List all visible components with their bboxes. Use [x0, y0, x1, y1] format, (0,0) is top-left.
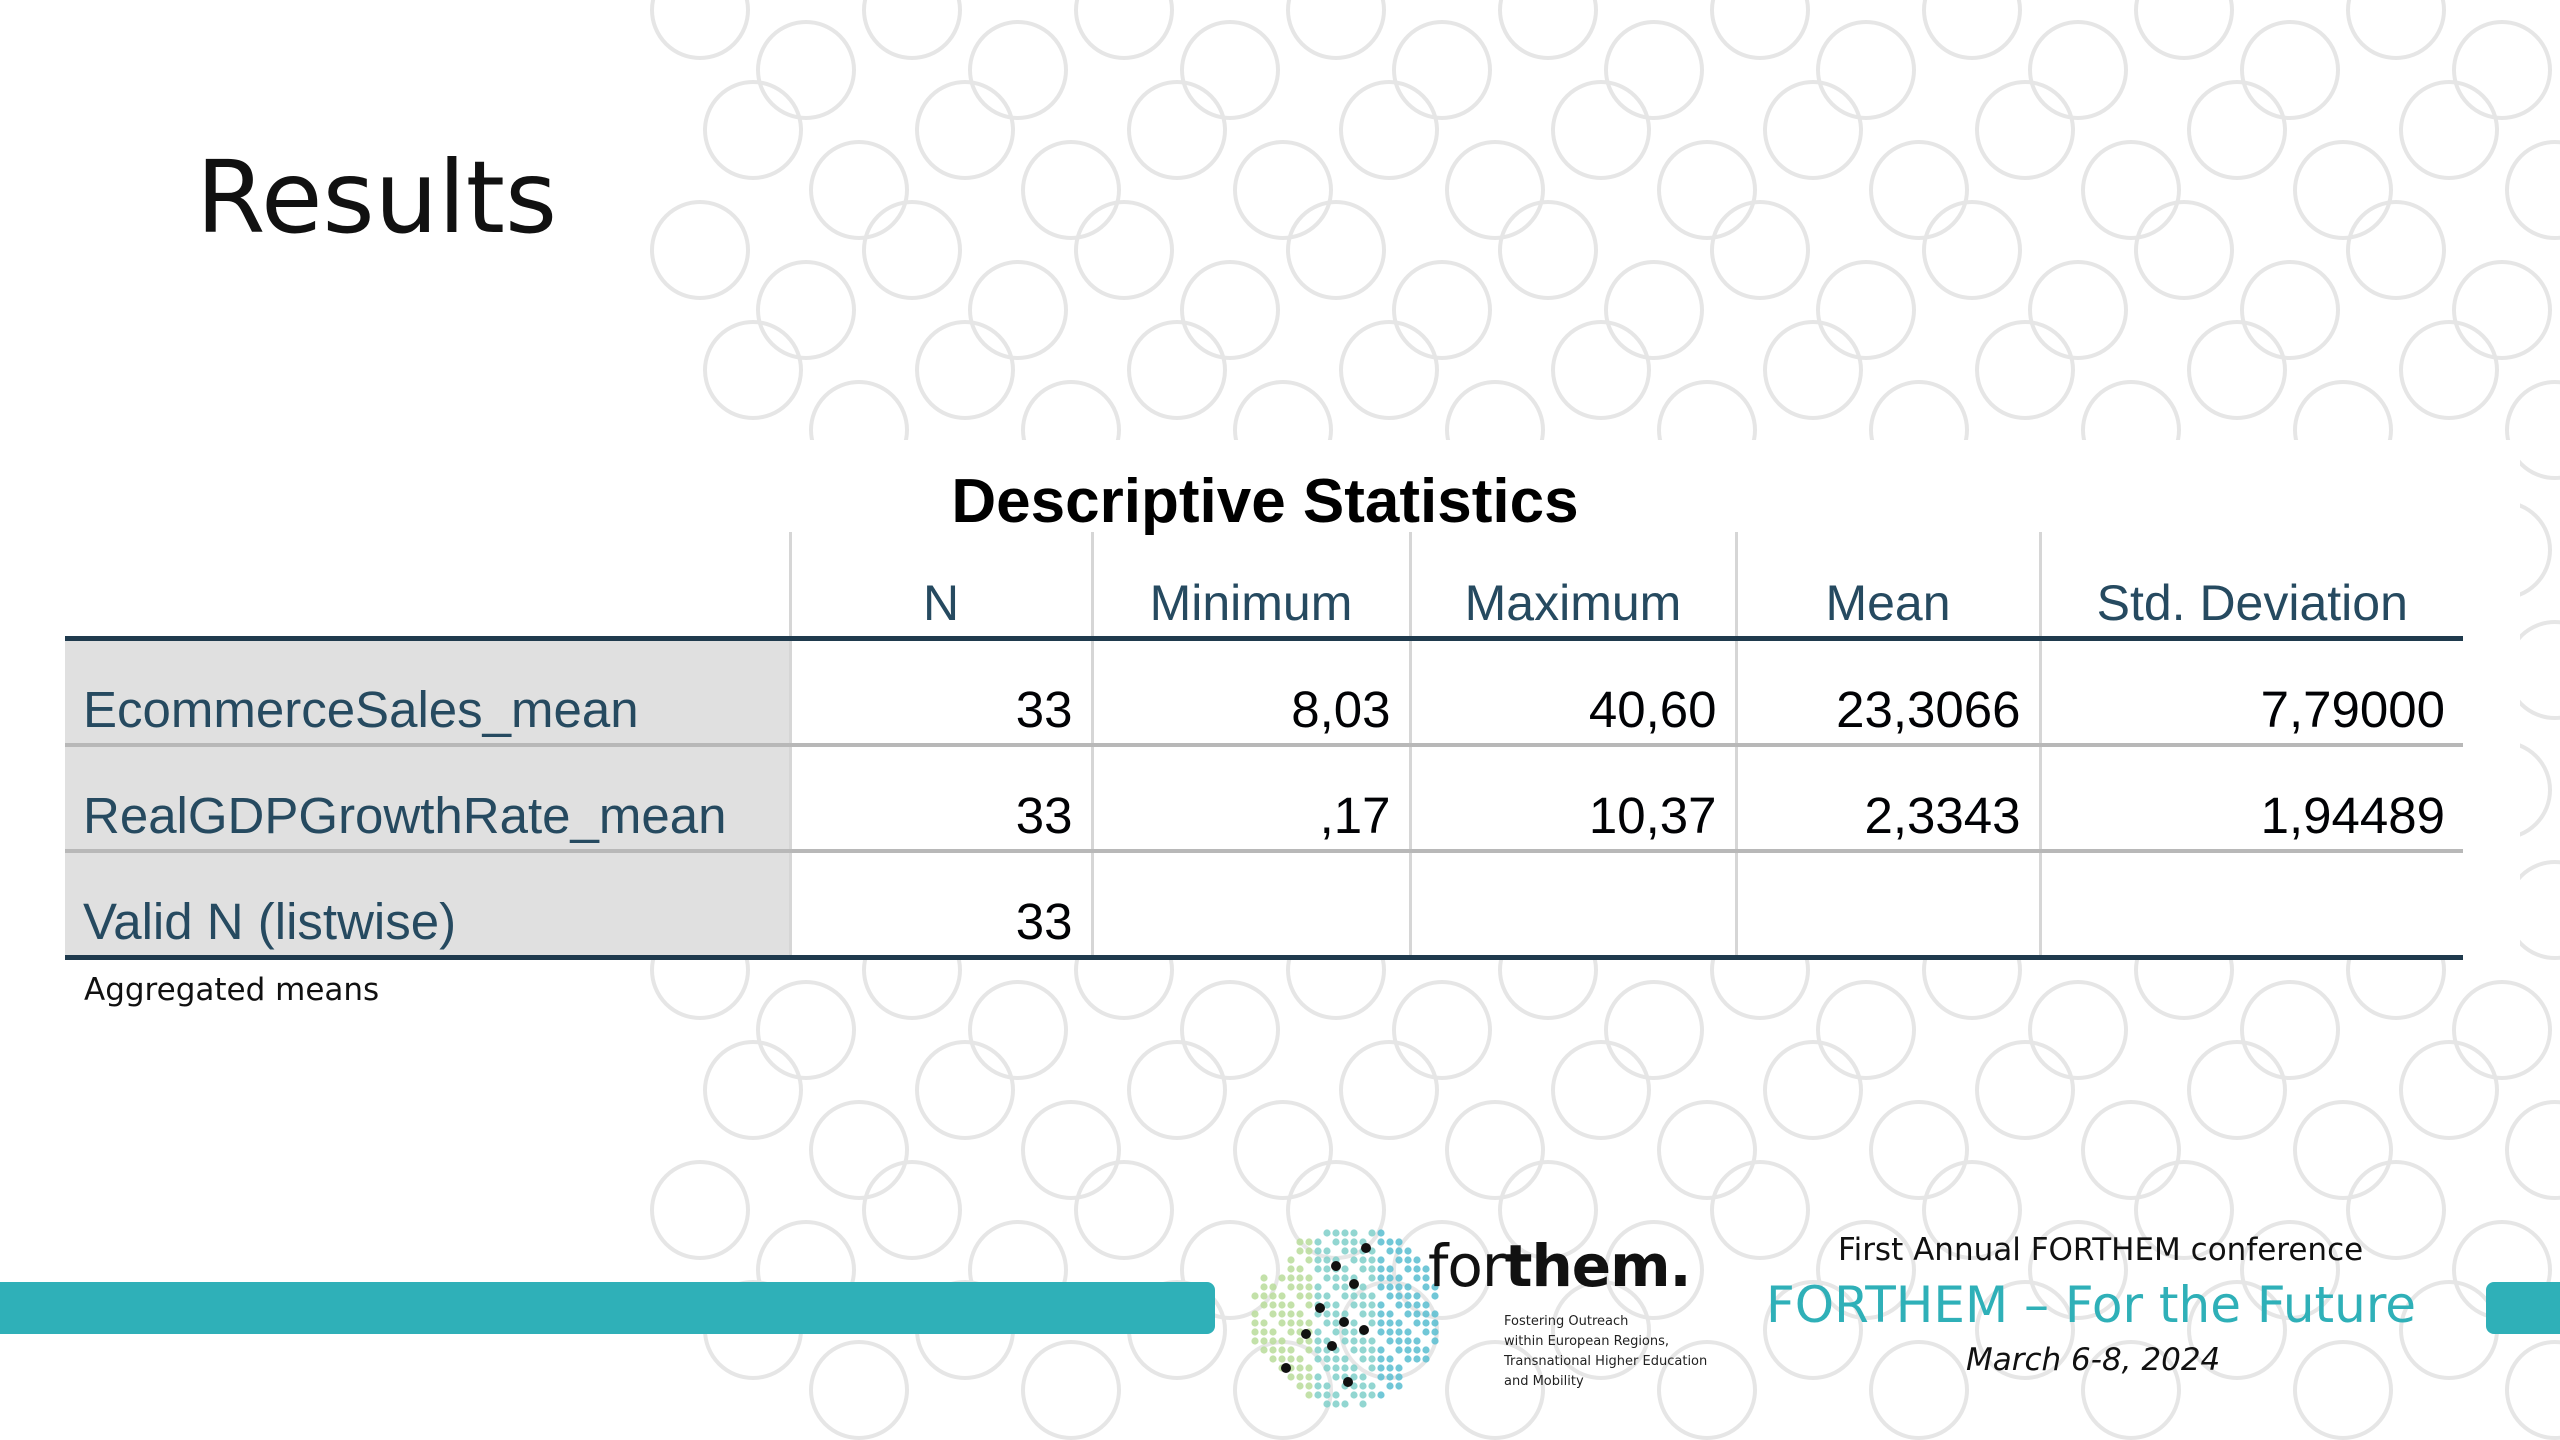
logo-tagline-line: Fostering Outreach [1504, 1314, 1629, 1329]
conference-name: First Annual FORTHEM conference [1838, 1232, 2364, 1268]
logo-tagline-line: Transnational Higher Education [1504, 1354, 1708, 1369]
table-footnote: Aggregated means [84, 972, 380, 1008]
row-label: RealGDPGrowthRate_mean [65, 745, 790, 853]
column-header-minimum: Minimum [1090, 532, 1410, 641]
column-header-n: N [788, 532, 1092, 641]
table-cell [2038, 851, 2463, 960]
logo-tagline-line: within European Regions, [1504, 1334, 1670, 1349]
table-cell: 33 [788, 638, 1092, 747]
slide-title: Results [196, 139, 558, 256]
column-header-blank [65, 532, 790, 641]
column-header-std-deviation: Std. Deviation [2038, 532, 2463, 641]
table-cell [1090, 851, 1410, 960]
table-cell: 1,94489 [2038, 745, 2463, 853]
column-header-maximum: Maximum [1408, 532, 1736, 641]
table-cell: 23,3066 [1734, 638, 2040, 747]
table-cell: 40,60 [1408, 638, 1736, 747]
footer-accent-bar-left [0, 1282, 1215, 1334]
column-header-mean: Mean [1734, 532, 2040, 641]
logo-tagline-line: and Mobility [1504, 1374, 1584, 1389]
row-label: Valid N (listwise) [65, 851, 790, 960]
table-cell [1408, 851, 1736, 960]
table-title: Descriptive Statistics [951, 467, 1579, 536]
europe-dot-map-logo [1251, 1229, 1439, 1408]
logo-word-bold: them. [1504, 1232, 1692, 1300]
table-cell: 10,37 [1408, 745, 1736, 853]
table-cell: 33 [788, 851, 1092, 960]
forthem-logo-wordmark: forthem. [1428, 1232, 1692, 1300]
descriptive-statistics-table: N Minimum Maximum Mean Std. Deviation Ec… [65, 532, 2463, 960]
table-cell: 2,3343 [1734, 745, 2040, 853]
table-row: Valid N (listwise) 33 [65, 851, 2463, 960]
table-cell: ,17 [1090, 745, 1410, 853]
table-cell: 7,79000 [2038, 638, 2463, 747]
logo-word-light: for [1428, 1232, 1506, 1300]
table-header-row: N Minimum Maximum Mean Std. Deviation [65, 532, 2463, 641]
table-row: RealGDPGrowthRate_mean 33 ,17 10,37 2,33… [65, 745, 2463, 853]
conference-dates: March 6-8, 2024 [1966, 1342, 2221, 1378]
table-cell [1734, 851, 2040, 960]
table-row: EcommerceSales_mean 33 8,03 40,60 23,306… [65, 638, 2463, 747]
logo-tagline: Fostering Outreach within European Regio… [1504, 1312, 1734, 1392]
table-cell: 33 [788, 745, 1092, 853]
conference-motto: FORTHEM – For the Future [1766, 1276, 2417, 1334]
table-cell: 8,03 [1090, 638, 1410, 747]
footer-accent-bar-right [2486, 1282, 2560, 1334]
row-label: EcommerceSales_mean [65, 638, 790, 747]
